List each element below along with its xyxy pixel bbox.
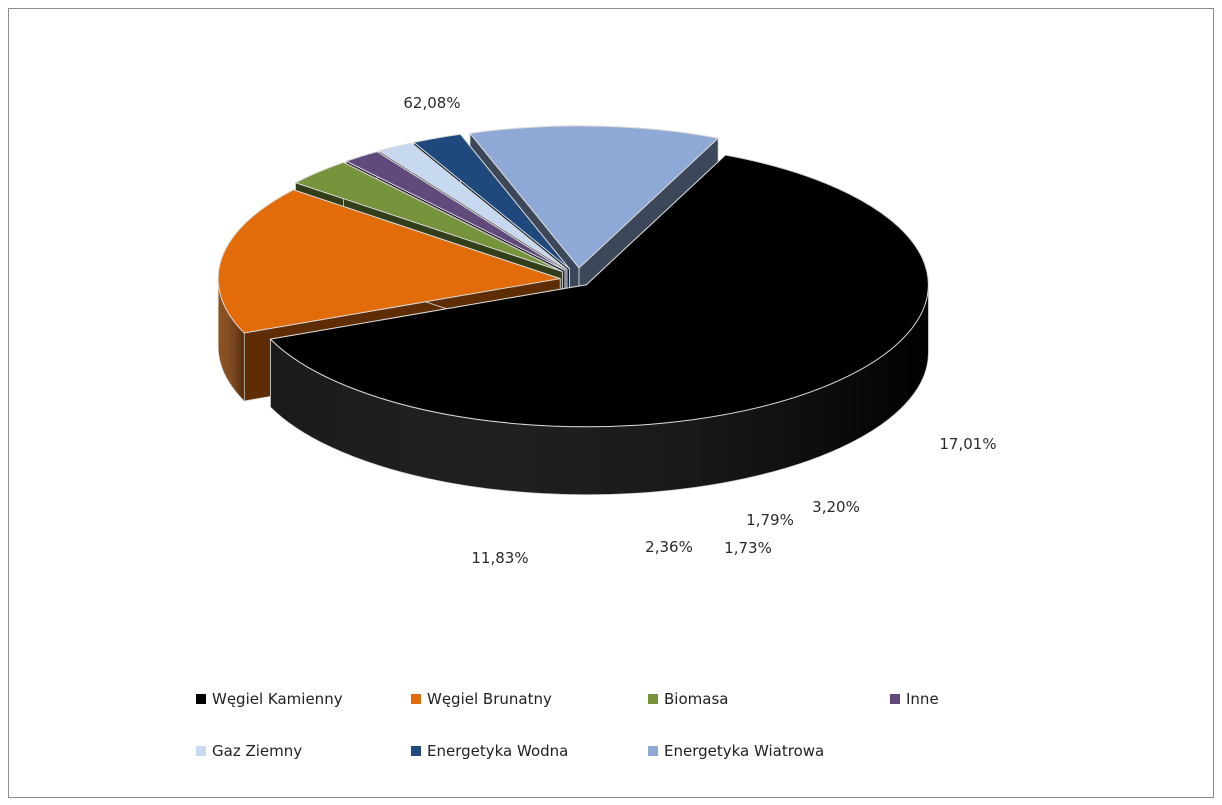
pie-slice (269, 154, 929, 496)
data-label: 1,73% (724, 539, 772, 557)
chart-frame (8, 8, 1214, 798)
data-label: 17,01% (939, 435, 996, 453)
data-label: 11,83% (471, 549, 528, 567)
data-label: 62,08% (403, 94, 460, 112)
data-labels: 62,08% 17,01% 3,20% 1,79% 1,73% 2,36% 11,83% (403, 94, 996, 567)
pie-slices (217, 125, 929, 496)
data-label: 3,20% (812, 498, 860, 516)
data-label: 2,36% (645, 538, 693, 556)
data-label: 1,79% (746, 511, 794, 529)
